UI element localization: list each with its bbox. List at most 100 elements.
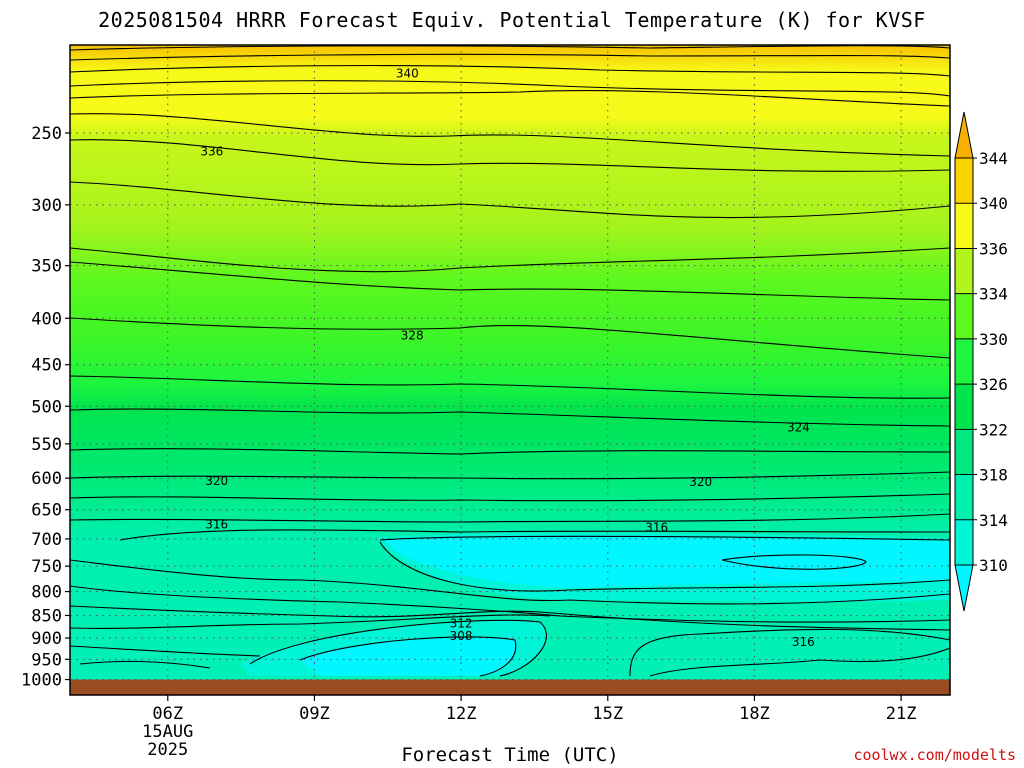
contour-line [249, 619, 547, 677]
colorbar-label: 340 [979, 194, 1008, 213]
colorbar-segment [955, 384, 973, 430]
y-tick-label: 700 [31, 530, 62, 550]
contour-line [70, 645, 261, 657]
y-tick-label: 400 [31, 309, 62, 329]
contour-line [70, 513, 950, 523]
x-tick-label: 18Z [739, 704, 770, 724]
field-fill [70, 45, 950, 695]
colorbar: 310 314 318 322 326 330 334 336 340 344 [954, 111, 1008, 612]
y-tick-label: 600 [31, 469, 62, 489]
ground [70, 679, 950, 695]
y-tick-label: 550 [31, 435, 62, 455]
colorbar-label: 344 [979, 149, 1008, 168]
contour-line [70, 585, 950, 623]
contour-line [70, 471, 950, 480]
contour-line [70, 90, 950, 107]
y-tick-label: 750 [31, 557, 62, 577]
contour-label: 320 [689, 475, 712, 489]
x-tick-label: 12Z [446, 704, 477, 724]
x-tick-label: 15Z [592, 704, 623, 724]
contour-line [70, 614, 551, 629]
x-tick-label: 09Z [299, 704, 330, 724]
y-tick-label: 500 [31, 397, 62, 417]
colorbar-segment [955, 474, 973, 520]
region-310 [385, 536, 950, 588]
colorbar-label: 318 [979, 466, 1008, 485]
contour-line [299, 636, 517, 677]
colorbar-segment [955, 248, 973, 294]
contour-label: 316 [205, 518, 228, 532]
contour-lines [70, 45, 950, 677]
colorbar-segment [955, 519, 973, 565]
contour-line [70, 261, 950, 301]
contour-line [70, 448, 950, 455]
contour-label: 328 [401, 329, 424, 343]
contour-line [70, 80, 950, 97]
contour-line [70, 64, 950, 77]
contour-line [70, 53, 950, 61]
colorbar-extend-bottom [954, 564, 974, 612]
contour-label: 320 [205, 474, 228, 488]
colorbar-label: 334 [979, 285, 1008, 304]
x-tick-label: 06Z [152, 704, 183, 724]
contour-label: 336 [200, 144, 223, 158]
y-tick-label: 450 [31, 356, 62, 376]
colorbar-label: 322 [979, 420, 1008, 439]
y-tick-label: 950 [31, 650, 62, 670]
colorbar-segment [955, 158, 973, 204]
contour-line [629, 628, 950, 677]
contour-label: 308 [450, 629, 473, 643]
colorbar-extend-top [954, 111, 974, 159]
contour-line [70, 408, 950, 427]
contour-label: 340 [396, 67, 419, 81]
colorbar-segment [955, 293, 973, 339]
contour-line [721, 554, 867, 570]
y-tick-label: 900 [31, 629, 62, 649]
y-tick-label: 250 [31, 124, 62, 144]
colorbar-segment [955, 203, 973, 249]
colorbar-segment [955, 338, 973, 385]
contour-label: 324 [787, 421, 810, 435]
contour-line [79, 660, 211, 669]
x-axis-label: Forecast Time (UTC) [401, 744, 619, 766]
contour-line [70, 181, 950, 219]
colorbar-label: 336 [979, 239, 1008, 258]
x-tick-label: 21Z [886, 704, 917, 724]
contour-line [70, 605, 950, 631]
y-tick-label: 350 [31, 257, 62, 277]
contour-line [119, 529, 950, 541]
contour-line [70, 247, 950, 273]
chart-title: 2025081504 HRRR Forecast Equiv. Potentia… [98, 8, 926, 32]
contour-line [379, 541, 950, 592]
y-tick-label: 850 [31, 606, 62, 626]
x-tick-sublabel: 15AUG [142, 722, 193, 742]
contour-line [649, 647, 950, 677]
contour-line [70, 559, 950, 605]
contour-label: 316 [792, 635, 815, 649]
colorbar-label: 310 [979, 556, 1008, 575]
y-axis: 250 300 350 400 450 500 550 600 650 700 750 800 850 9… [21, 124, 70, 691]
contour-line [70, 493, 950, 502]
contour-line [70, 139, 950, 172]
colorbar-label: 326 [979, 375, 1008, 394]
y-tick-label: 800 [31, 583, 62, 603]
contour-label: 312 [450, 617, 473, 631]
contour-line [70, 317, 950, 359]
colorbar-label: 330 [979, 330, 1008, 349]
y-tick-label: 300 [31, 196, 62, 216]
contour-line [70, 375, 950, 399]
colorbar-label: 314 [979, 511, 1008, 530]
y-tick-label: 1000 [21, 671, 62, 691]
colorbar-segment [955, 429, 973, 475]
source-credit: coolwx.com/modelts [853, 746, 1016, 764]
contour-line [379, 535, 950, 541]
contour-line [70, 113, 950, 157]
y-tick-label: 650 [31, 501, 62, 521]
contour-label: 316 [645, 520, 668, 534]
x-tick-sublabel: 2025 [147, 740, 188, 760]
region-310b [722, 554, 866, 570]
plot-frame [69, 44, 951, 696]
